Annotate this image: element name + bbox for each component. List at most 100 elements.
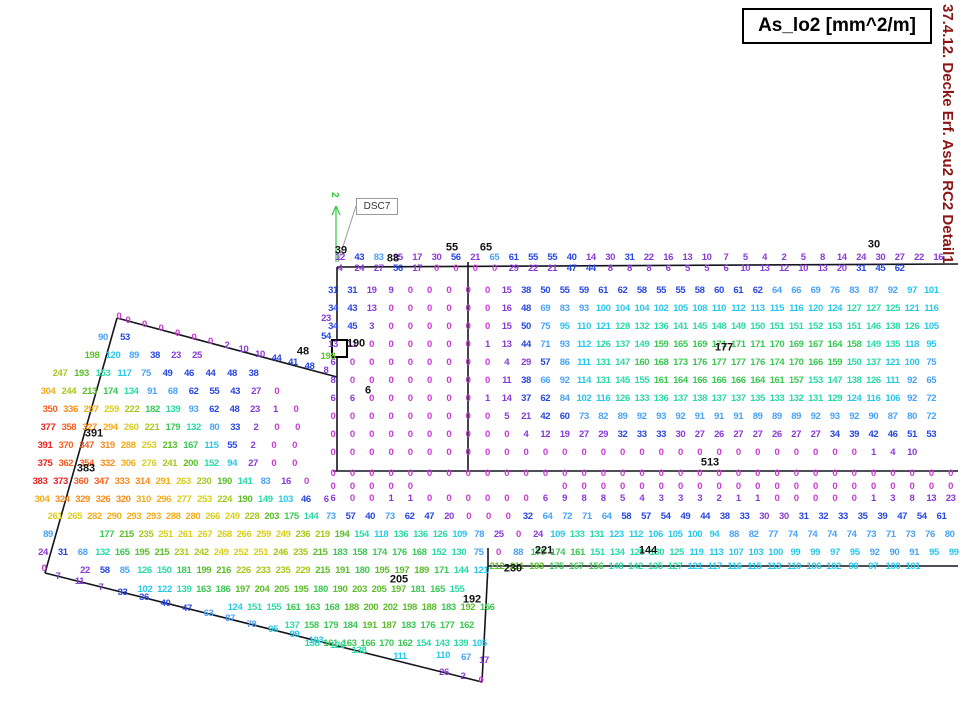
value-label: 80 xyxy=(209,421,220,433)
value-label: 0 xyxy=(851,480,857,492)
value-label: 0 xyxy=(407,356,413,368)
value-label: 125 xyxy=(669,546,684,558)
value-label: 174 xyxy=(550,546,566,558)
value-label: 118 xyxy=(904,338,920,350)
value-label: 137 xyxy=(730,392,746,404)
value-label: 0 xyxy=(832,446,838,458)
value-label: 25 xyxy=(493,528,504,540)
value-label: 97 xyxy=(868,560,879,572)
value-label: 95 xyxy=(559,320,570,332)
value-label: 22 xyxy=(914,251,924,263)
value-label: 0 xyxy=(427,492,432,504)
value-label: 216 xyxy=(216,564,231,576)
value-label: 38 xyxy=(521,284,531,296)
value-label: 0 xyxy=(466,510,472,522)
value-label: 93 xyxy=(656,410,666,422)
value-label: 166 xyxy=(730,374,746,386)
value-label: 80 xyxy=(944,528,955,540)
value-label: 277 xyxy=(176,493,192,505)
value-label: 31 xyxy=(624,251,635,263)
value-label: 10 xyxy=(238,344,249,356)
value-label: 153 xyxy=(827,320,843,332)
value-label: 0 xyxy=(948,480,954,492)
value-label: 1 xyxy=(407,492,413,504)
value-label: 0 xyxy=(427,374,432,386)
value-label: 47 xyxy=(566,262,577,274)
value-label: 106 xyxy=(806,560,822,572)
value-label: 55 xyxy=(209,385,220,397)
value-label: 0 xyxy=(388,410,394,422)
value-label: 58 xyxy=(621,510,632,522)
value-label: 249 xyxy=(213,546,229,558)
value-label: 8 xyxy=(607,262,613,274)
value-label: 76 xyxy=(829,284,840,296)
value-label: 190 xyxy=(217,475,232,487)
value-label: 24 xyxy=(856,251,866,263)
value-label: 176 xyxy=(392,546,407,558)
value-label: 0 xyxy=(735,446,741,458)
value-label: 266 xyxy=(205,510,220,522)
value-label: 36 xyxy=(139,592,149,604)
value-label: 83 xyxy=(260,475,271,487)
value-label: 347 xyxy=(94,475,109,487)
value-label: 55 xyxy=(528,251,538,263)
value-label: 73 xyxy=(579,410,589,422)
value-label: 0 xyxy=(523,446,529,458)
value-label: 0 xyxy=(349,446,355,458)
value-label: 102 xyxy=(653,302,669,314)
value-label: 15 xyxy=(501,320,512,332)
value-label: 111 xyxy=(885,374,900,386)
value-label: 106 xyxy=(648,528,663,540)
value-label: 253 xyxy=(197,493,212,505)
value-label: 0 xyxy=(813,446,818,458)
value-label: 89 xyxy=(772,410,782,422)
value-label: 0 xyxy=(125,314,131,326)
value-label: 58 xyxy=(694,284,705,296)
value-label: 121 xyxy=(687,560,703,572)
value-label: 186 xyxy=(215,583,231,595)
value-label: 0 xyxy=(774,480,780,492)
value-label: 38 xyxy=(150,349,160,361)
value-label: 4 xyxy=(523,428,529,440)
value-label: 336 xyxy=(63,403,78,415)
value-label: 132 xyxy=(634,320,650,332)
value-label: 0 xyxy=(523,492,529,504)
value-label: 2 xyxy=(250,439,256,451)
value-label: 87 xyxy=(868,284,879,296)
value-label: 8 xyxy=(323,365,329,377)
value-label: 198 xyxy=(84,349,100,361)
value-label: 3 xyxy=(697,492,703,504)
value-label: 46 xyxy=(301,493,311,505)
value-label: 0 xyxy=(813,492,818,504)
value-label: 30 xyxy=(431,251,442,263)
value-label: 171 xyxy=(434,564,449,576)
value-label: 161 xyxy=(285,601,301,613)
value-label: 165 xyxy=(430,583,445,595)
value-label: 116 xyxy=(596,392,611,404)
value-label: 2 xyxy=(716,492,722,504)
value-label: 0 xyxy=(116,310,122,322)
value-label: 188 xyxy=(421,601,437,613)
dimension-label: 65 xyxy=(479,241,493,254)
value-label: 0 xyxy=(271,439,277,451)
value-label: 195 xyxy=(374,564,390,576)
value-label: 135 xyxy=(750,392,765,404)
value-label: 0 xyxy=(472,262,478,274)
value-label: 324 xyxy=(54,493,70,505)
value-label: 200 xyxy=(363,601,379,613)
value-label: 41 xyxy=(288,356,298,368)
value-label: 0 xyxy=(427,284,432,296)
value-label: 16 xyxy=(933,251,944,263)
value-label: 0 xyxy=(677,480,683,492)
value-label: 154 xyxy=(416,637,431,649)
value-label: 191 xyxy=(335,564,350,576)
value-label: 0 xyxy=(465,492,471,504)
value-label: 110 xyxy=(576,320,592,332)
value-label: 27 xyxy=(894,251,905,263)
value-label: 126 xyxy=(866,374,881,386)
value-label: 147 xyxy=(827,374,843,386)
value-label: 128 xyxy=(615,320,630,332)
value-label: 126 xyxy=(137,564,152,576)
value-label: 0 xyxy=(407,410,413,422)
value-label: 0 xyxy=(658,446,664,458)
